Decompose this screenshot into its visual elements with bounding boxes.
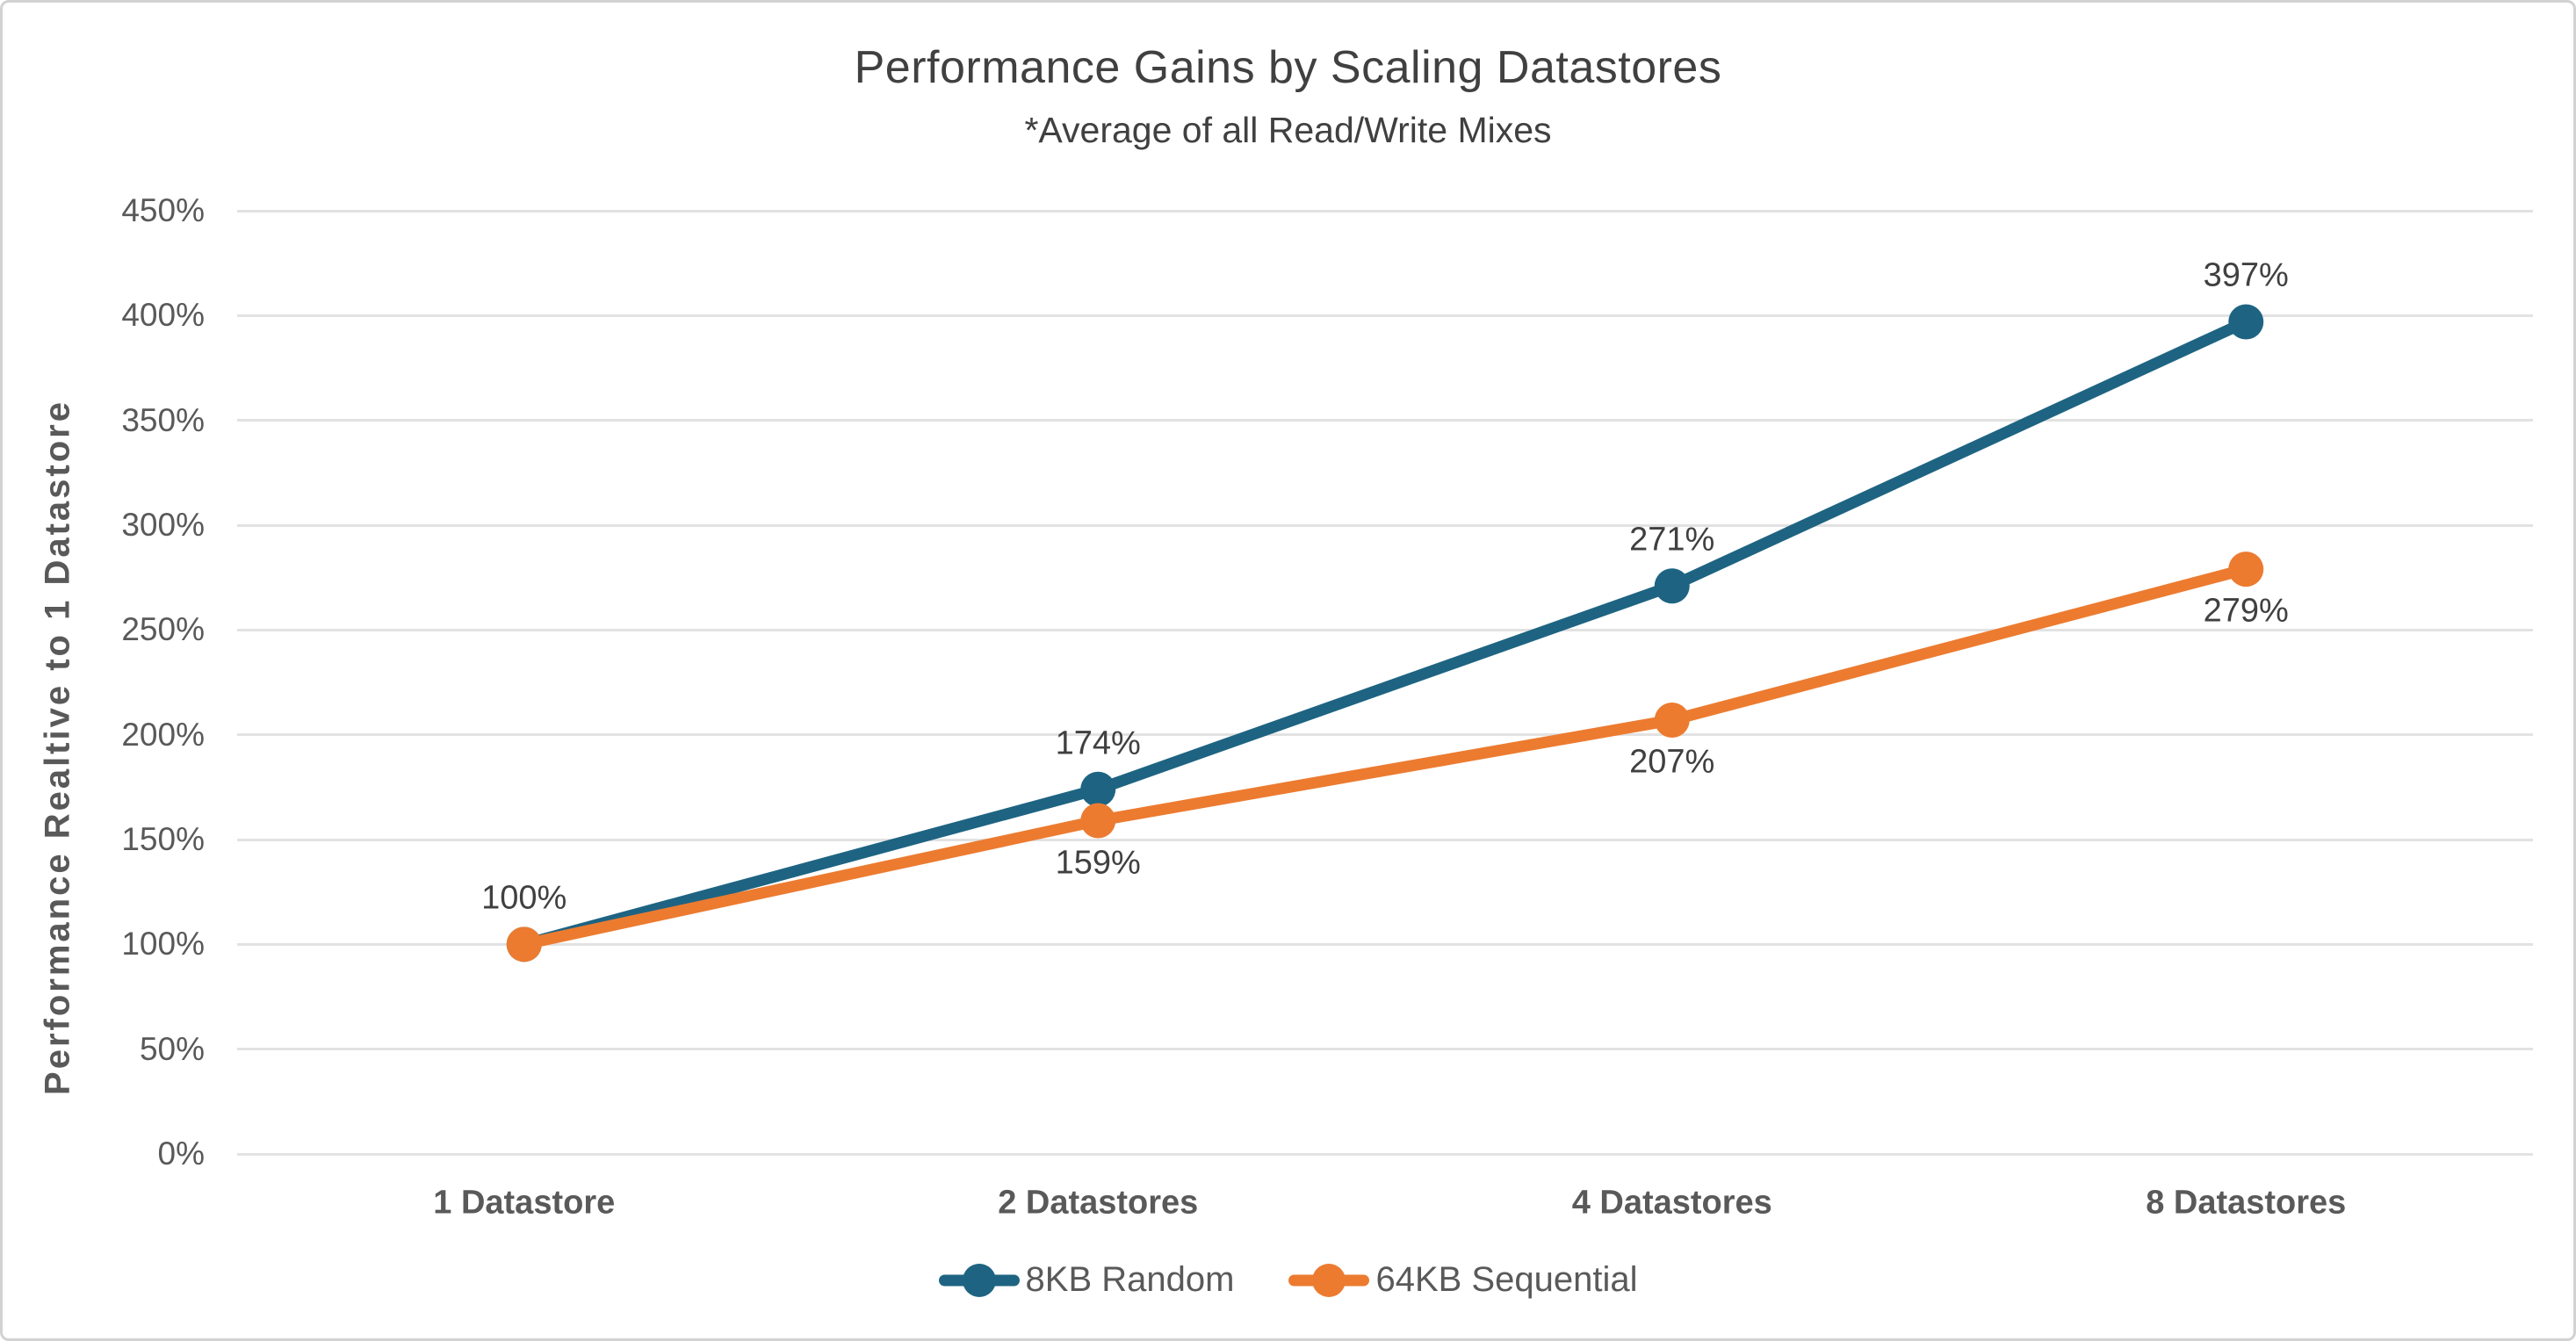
legend-item-8kb-random: 8KB Random — [938, 1260, 1235, 1300]
gridline — [237, 942, 2533, 946]
gridline — [237, 838, 2533, 841]
data-point-marker-64kb-sequential — [1654, 702, 1690, 738]
gridline — [237, 1152, 2533, 1156]
gridline — [237, 733, 2533, 737]
x-axis-category-label: 2 Datastores — [998, 1184, 1199, 1222]
legend-line-marker-icon — [1288, 1261, 1370, 1300]
legend: 8KB Random 64KB Sequential — [3, 1260, 2573, 1300]
gridline — [237, 628, 2533, 631]
data-label: 100% — [481, 879, 567, 917]
y-axis-tick-label: 50% — [139, 1030, 205, 1067]
gridline — [237, 419, 2533, 422]
gridline — [237, 1048, 2533, 1051]
data-point-marker-64kb-sequential — [2228, 552, 2264, 588]
y-axis-tick-label: 150% — [121, 821, 205, 857]
gridline — [237, 209, 2533, 213]
data-label: 207% — [1629, 743, 1715, 781]
data-label: 174% — [1055, 725, 1141, 762]
x-axis-category-label: 4 Datastores — [1571, 1184, 1772, 1222]
y-axis-tick-label: 100% — [121, 926, 205, 962]
series-layer — [506, 304, 2264, 962]
gridline — [237, 314, 2533, 317]
data-label: 159% — [1055, 844, 1141, 882]
y-axis-tick-label: 250% — [121, 611, 205, 648]
chart-subtitle: *Average of all Read/Write Mixes — [1024, 110, 1552, 150]
chart-title: Performance Gains by Scaling Datastores — [854, 42, 1722, 93]
legend-label: 8KB Random — [1025, 1260, 1235, 1299]
x-axis-category-label: 8 Datastores — [2146, 1184, 2347, 1222]
legend-label: 64KB Sequential — [1375, 1260, 1638, 1299]
data-label: 397% — [2203, 256, 2289, 294]
y-axis-tick-label: 0% — [157, 1136, 205, 1172]
y-axis-tick-label: 450% — [121, 192, 205, 228]
data-point-marker-8kb-random — [1654, 568, 1690, 604]
data-point-marker-64kb-sequential — [1080, 803, 1116, 839]
series-line-8kb-random — [518, 315, 2252, 950]
y-axis-tick-label: 400% — [121, 297, 205, 334]
data-point-marker-64kb-sequential — [506, 926, 542, 962]
series-line-64kb-sequential — [518, 563, 2252, 950]
y-axis-tick-label: 300% — [121, 507, 205, 543]
y-axis-tick-label: 350% — [121, 401, 205, 438]
legend-line-marker-icon — [938, 1261, 1020, 1300]
gridline — [237, 523, 2533, 527]
data-label: 271% — [1629, 521, 1715, 559]
y-axis-tick-label: 200% — [121, 716, 205, 753]
x-axis-category-label: 1 Datastore — [433, 1184, 616, 1222]
legend-item-64kb-sequential: 64KB Sequential — [1288, 1260, 1637, 1300]
data-point-marker-8kb-random — [1080, 771, 1116, 807]
data-point-marker-8kb-random — [2228, 304, 2264, 340]
data-label: 279% — [2203, 592, 2289, 630]
